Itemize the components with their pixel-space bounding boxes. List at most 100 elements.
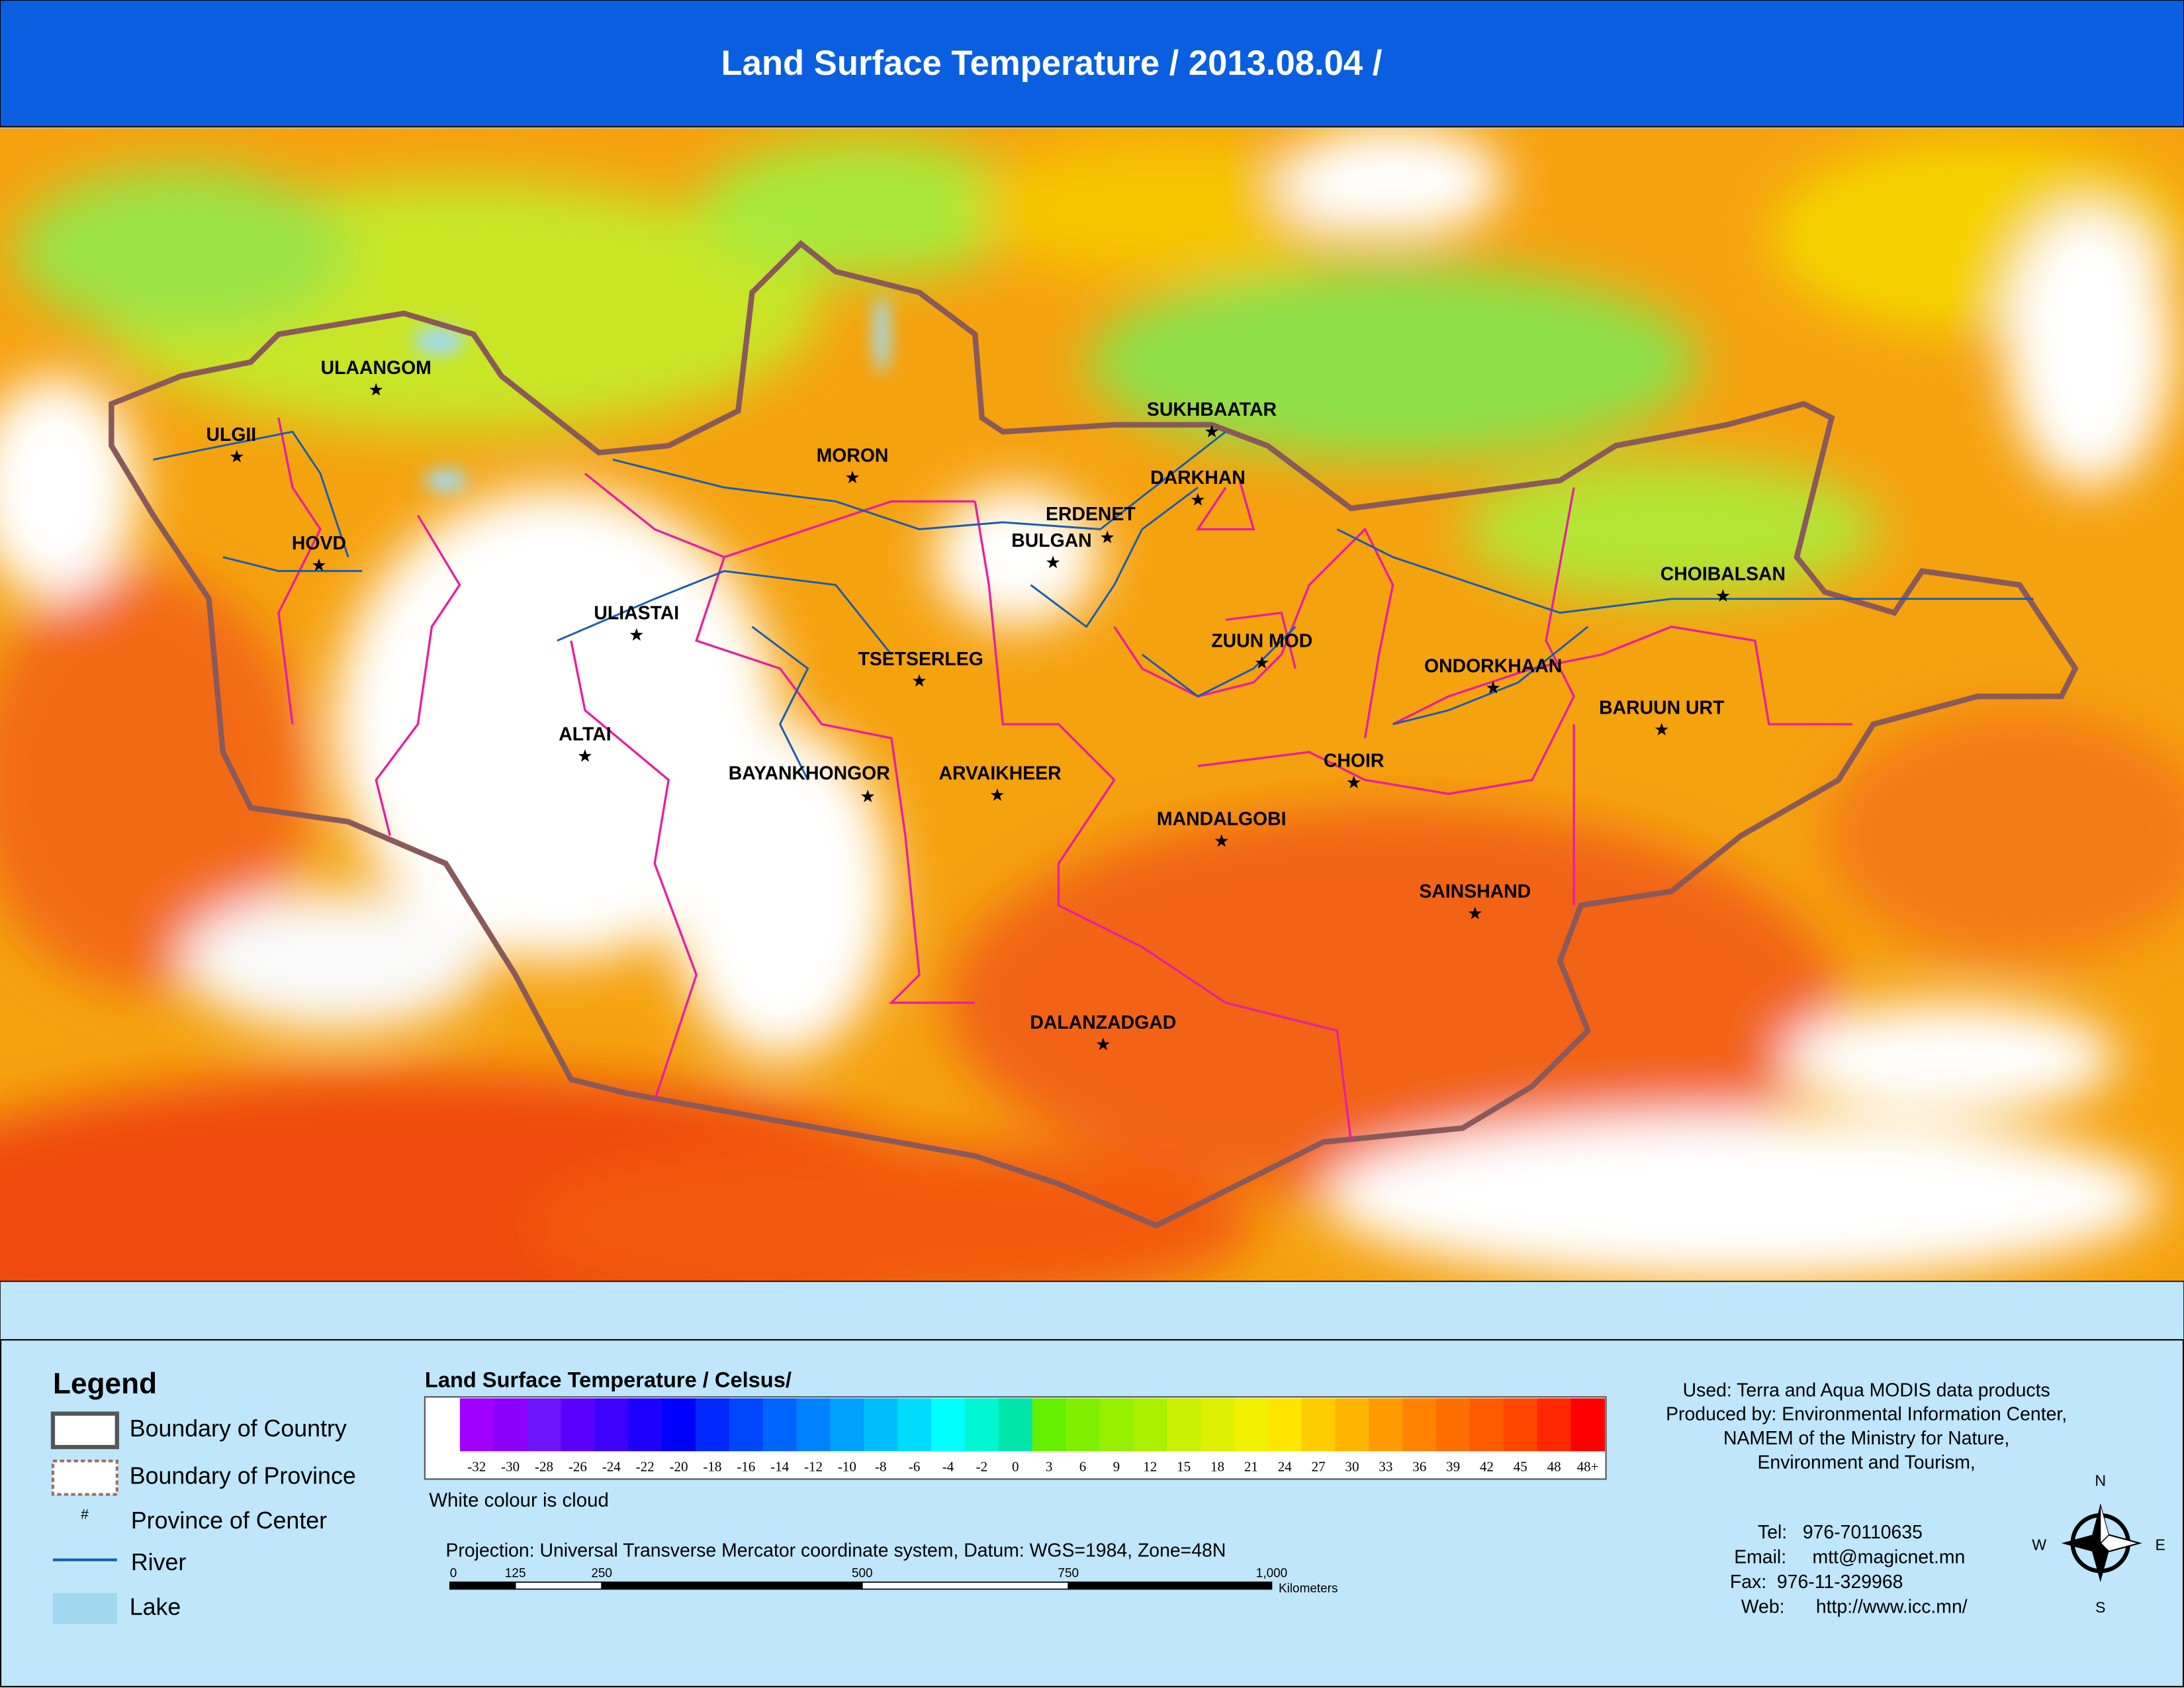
colorbar-cell: [628, 1398, 662, 1452]
colorbar-title: Land Surface Temperature / Celsus/: [425, 1368, 792, 1392]
scale-segment: [1068, 1581, 1273, 1590]
rivers: [153, 430, 2034, 780]
province-center: [312, 558, 326, 571]
province-center: [1255, 655, 1269, 669]
place-label: ZUUN MOD: [1211, 630, 1312, 651]
colorbar-cell: [662, 1398, 696, 1452]
colorbar-label: 9: [1113, 1458, 1120, 1474]
place-label: BARUUN URT: [1599, 697, 1725, 718]
scale-label: 250: [591, 1566, 612, 1580]
legend-country-swatch: [50, 1411, 119, 1450]
place-label: TSETSERLEG: [858, 649, 983, 670]
compass-east: E: [2156, 1536, 2165, 1554]
colorbar-cell: [729, 1398, 764, 1452]
colorbar-label: 48+: [1577, 1458, 1599, 1474]
colorbar-label: -4: [942, 1458, 954, 1474]
colorbar-cell: [998, 1398, 1033, 1452]
place-label: ULGII: [206, 424, 256, 445]
colorbar-cell: [830, 1398, 864, 1452]
scale-label: 1,000: [1256, 1566, 1287, 1580]
colorbar-label: -24: [602, 1458, 621, 1474]
scale-segment: [449, 1581, 516, 1590]
colorbar-label: -20: [670, 1458, 688, 1474]
title-bar: [0, 0, 2184, 128]
colorbar-label: 36: [1412, 1458, 1426, 1474]
colorbar-cell: [964, 1398, 999, 1452]
place-label: CHOIBALSAN: [1661, 563, 1786, 585]
colorbar-cell: [1369, 1398, 1403, 1452]
colorbar-label: 12: [1143, 1458, 1157, 1474]
colorbar-label: -16: [737, 1458, 755, 1474]
legend-province-swatch: [51, 1459, 118, 1496]
province-center: [861, 789, 875, 802]
title: Land Surface Temperature / 2013.08.04 /: [721, 44, 1383, 83]
colorbar-cell: [796, 1398, 831, 1452]
colorbar-cell: [426, 1398, 461, 1452]
colorbar-label: -32: [467, 1458, 486, 1474]
province-center: [1347, 775, 1361, 788]
colorbar-label: 33: [1379, 1458, 1392, 1474]
scale-label: 125: [505, 1566, 526, 1580]
place-label: MORON: [817, 445, 889, 467]
colorbar-cell: [1537, 1398, 1572, 1452]
place-label: BULGAN: [1011, 530, 1091, 551]
temperature-map: ULAANGOM ULGII HOVD MORON SUKHBAATAR DARKHAN E…: [0, 128, 2184, 1282]
colorbar-cell: [1032, 1398, 1067, 1452]
colorbar-label: 45: [1514, 1458, 1527, 1474]
place-label: MANDALGOBI: [1157, 809, 1287, 830]
scale-label: 0: [450, 1566, 457, 1580]
colorbar-cell: [1470, 1398, 1504, 1452]
credit-line: NAMEM of the Ministry for Nature,: [1723, 1428, 2009, 1449]
province-center: [230, 449, 244, 463]
scale-segment: [861, 1581, 1069, 1590]
colorbar-cell: [1436, 1398, 1471, 1452]
scale-unit: Kilometers: [1279, 1582, 1338, 1596]
colorbar-cell: [561, 1398, 595, 1452]
place-label: ONDORKHAAN: [1424, 655, 1562, 677]
colorbar-label: -30: [501, 1458, 520, 1474]
province-center: [845, 471, 860, 484]
legend-center-symbol: #: [81, 1507, 89, 1523]
province-center: [1205, 424, 1219, 438]
colorbar-label: 27: [1312, 1458, 1326, 1474]
colorbar-cell: [1402, 1398, 1437, 1452]
colorbar-label: -18: [703, 1458, 721, 1474]
province-center: [1214, 834, 1228, 847]
colorbar-label: -12: [804, 1458, 823, 1474]
colorbar-label: -14: [770, 1458, 790, 1474]
legend-title: Legend: [53, 1368, 157, 1400]
colorbar-cell: [1503, 1398, 1538, 1452]
legend-label: River: [131, 1549, 187, 1575]
colorbar-cell: [493, 1398, 528, 1452]
place-label: ALTAI: [559, 724, 611, 745]
colorbar-label: 0: [1012, 1458, 1019, 1474]
colorbar-label: -26: [569, 1458, 587, 1474]
legend-lake-swatch: [52, 1593, 117, 1624]
province-center: [1046, 555, 1060, 569]
legend-label: Boundary of Country: [130, 1415, 347, 1442]
colorbar-cell: [1066, 1398, 1101, 1452]
colorbar-label: 42: [1480, 1458, 1494, 1474]
place-label: ARVAIKHEER: [939, 763, 1062, 784]
province-center: [990, 788, 1004, 801]
province-center: [1468, 906, 1482, 919]
compass-north: N: [2095, 1472, 2106, 1489]
province-center: [578, 749, 592, 762]
colorbar-cell: [897, 1398, 932, 1452]
province-center: [1655, 722, 1668, 735]
place-label: ULIASTAI: [594, 602, 679, 624]
projection: Projection: Universal Transverse Mercato…: [445, 1540, 1226, 1561]
colorbar-cell: [1335, 1398, 1370, 1452]
legend-panel: [0, 1338, 2184, 1687]
contact-line: Email: mtt@magicnet.mn: [1734, 1546, 1965, 1568]
colorbar-cell: [695, 1398, 730, 1452]
colorbar-label: -6: [909, 1458, 921, 1474]
colorbar-cell: [594, 1398, 629, 1452]
legend-label: Province of Center: [131, 1507, 327, 1534]
colorbar-cell: [1201, 1398, 1235, 1452]
colorbar-label: 30: [1345, 1458, 1359, 1474]
cloud-note: White colour is cloud: [429, 1489, 609, 1511]
colorbar-label: -28: [535, 1458, 553, 1474]
contact-line: Tel: 976-70110635: [1758, 1522, 1923, 1543]
